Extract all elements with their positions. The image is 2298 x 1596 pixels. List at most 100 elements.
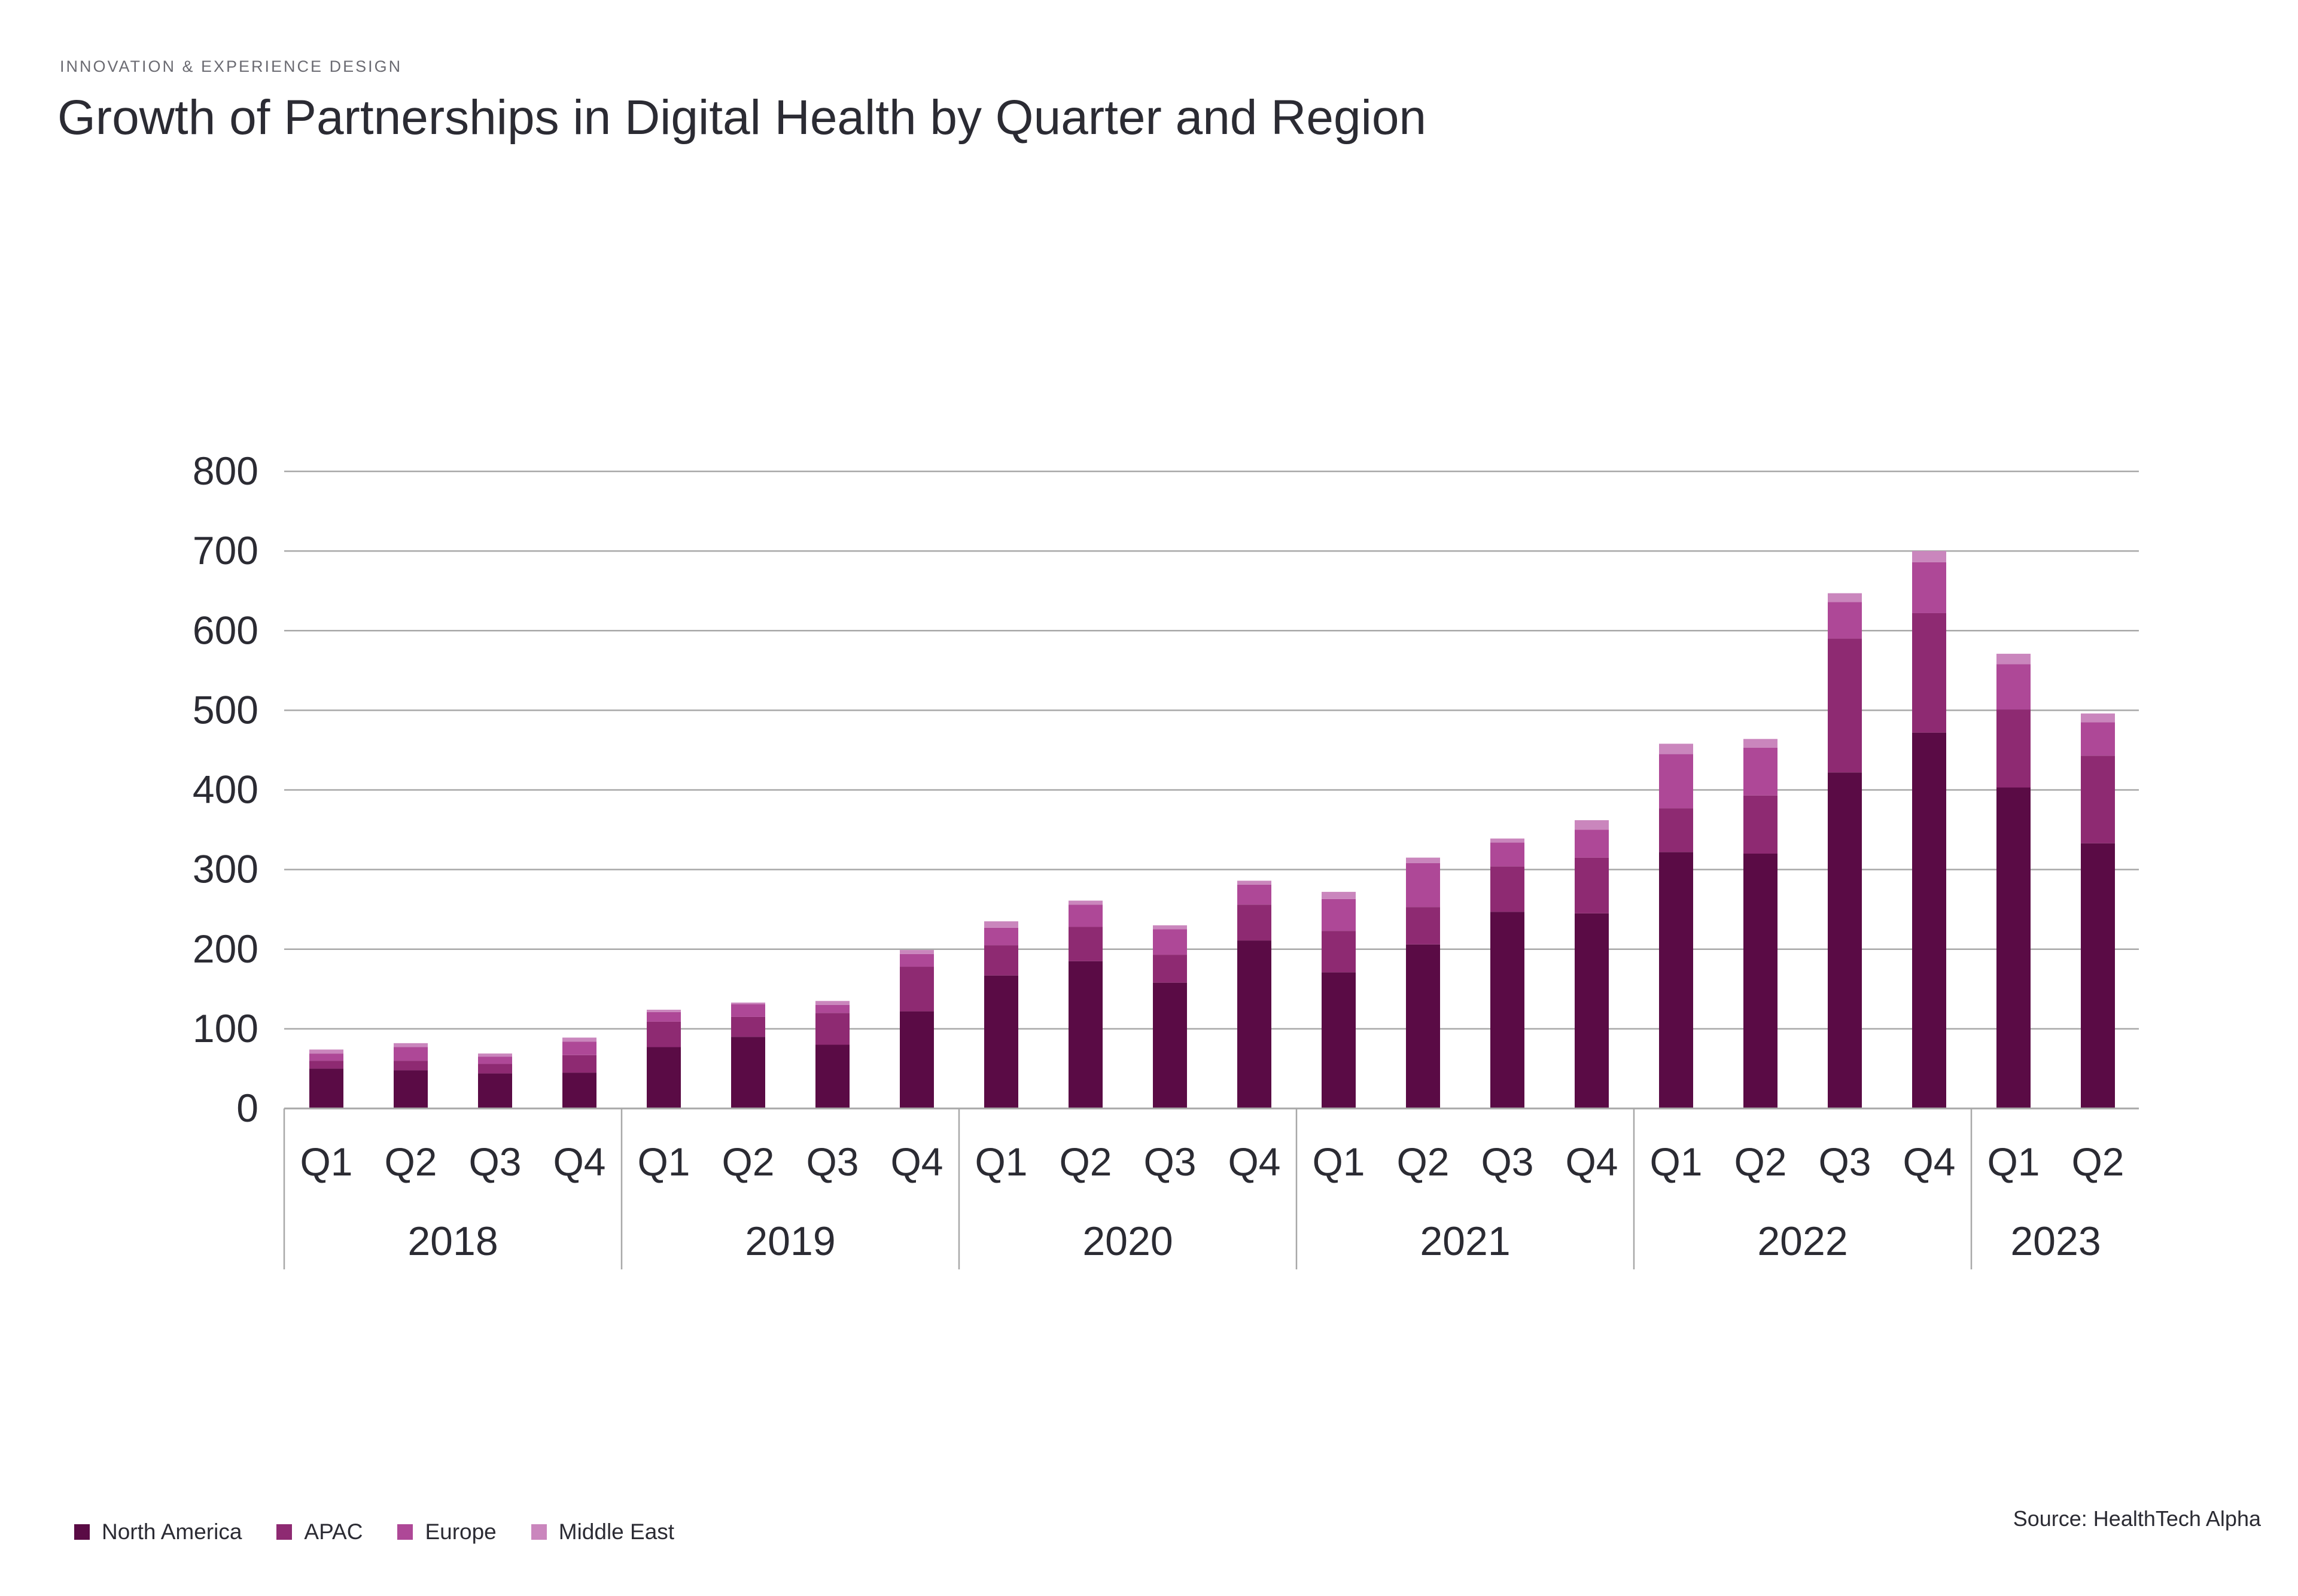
y-tick-label-100: 100 — [193, 1006, 258, 1050]
bar-segment-europe-17 — [1743, 747, 1777, 796]
x-tick-label-7: Q4 — [890, 1140, 943, 1184]
bar-segment-apac-10 — [1153, 955, 1187, 983]
legend-label-north-america: North America — [102, 1519, 242, 1544]
x-tick-label-19: Q4 — [1903, 1140, 1955, 1184]
bar-segment-north-america-3 — [562, 1073, 596, 1108]
bar-segment-middle-east-6 — [815, 1001, 850, 1005]
x-tick-label-13: Q2 — [1396, 1140, 1449, 1184]
legend-swatch-apac — [276, 1524, 293, 1540]
bar-segment-europe-6 — [815, 1004, 850, 1013]
bar-segment-apac-21 — [2081, 756, 2115, 843]
bar-segment-europe-7 — [900, 954, 934, 967]
bar-segment-middle-east-14 — [1490, 838, 1524, 843]
bar-segment-middle-east-4 — [647, 1009, 681, 1012]
bar-segment-apac-12 — [1322, 931, 1356, 973]
bar-segment-europe-2 — [478, 1056, 512, 1064]
year-label-2021: 2021 — [1420, 1219, 1510, 1264]
bar-segment-north-america-8 — [984, 975, 1018, 1108]
bar-segment-apac-17 — [1743, 795, 1777, 854]
bar-segment-apac-14 — [1490, 866, 1524, 912]
x-tick-label-9: Q2 — [1059, 1140, 1112, 1184]
year-label-2018: 2018 — [407, 1219, 498, 1264]
bar-segment-middle-east-19 — [1912, 551, 1946, 562]
year-label-2019: 2019 — [745, 1219, 835, 1264]
y-tick-label-600: 600 — [193, 608, 258, 652]
legend-item-north-america: North America — [74, 1519, 242, 1545]
bar-segment-north-america-12 — [1322, 972, 1356, 1108]
bar-segment-north-america-5 — [731, 1037, 765, 1108]
legend-swatch-middle-east — [531, 1524, 547, 1540]
bar-segment-europe-8 — [984, 927, 1018, 946]
bar-segment-middle-east-20 — [1996, 653, 2031, 665]
legend-label-middle-east: Middle East — [558, 1519, 675, 1544]
bar-segment-europe-18 — [1828, 602, 1862, 639]
bar-segment-north-america-4 — [647, 1047, 681, 1108]
x-tick-label-3: Q4 — [553, 1140, 605, 1184]
x-tick-label-20: Q1 — [1987, 1140, 2040, 1184]
bar-segment-apac-16 — [1659, 808, 1693, 852]
bar-segment-north-america-11 — [1237, 940, 1271, 1108]
year-label-2020: 2020 — [1082, 1219, 1173, 1264]
bar-segment-middle-east-18 — [1828, 593, 1862, 602]
bar-segment-north-america-2 — [478, 1073, 512, 1108]
bar-segment-europe-9 — [1069, 904, 1103, 927]
bar-segment-north-america-6 — [815, 1044, 850, 1108]
bar-segment-middle-east-5 — [731, 1002, 765, 1004]
bar-segment-north-america-19 — [1912, 732, 1946, 1108]
bar-segment-europe-0 — [309, 1053, 343, 1061]
bar-segment-middle-east-12 — [1322, 891, 1356, 899]
bar-segment-middle-east-9 — [1069, 900, 1103, 905]
bar-segment-north-america-16 — [1659, 852, 1693, 1108]
year-label-2023: 2023 — [2010, 1219, 2101, 1264]
bar-segment-europe-1 — [394, 1047, 428, 1061]
x-tick-label-21: Q2 — [2071, 1140, 2124, 1184]
y-tick-label-700: 700 — [193, 528, 258, 572]
bar-segment-middle-east-0 — [309, 1049, 343, 1054]
bar-segment-apac-11 — [1237, 904, 1271, 941]
year-label-2022: 2022 — [1757, 1219, 1847, 1264]
bar-segment-middle-east-2 — [478, 1053, 512, 1057]
legend-label-apac: APAC — [304, 1519, 363, 1544]
bar-segment-north-america-17 — [1743, 854, 1777, 1108]
bar-segment-europe-12 — [1322, 898, 1356, 931]
bar-segment-middle-east-1 — [394, 1043, 428, 1047]
bar-segment-europe-3 — [562, 1041, 596, 1055]
x-tick-label-18: Q3 — [1818, 1140, 1871, 1184]
bar-segment-middle-east-13 — [1406, 857, 1440, 863]
bar-segment-north-america-0 — [309, 1068, 343, 1108]
x-tick-label-10: Q3 — [1143, 1140, 1196, 1184]
bar-segment-apac-0 — [309, 1061, 343, 1069]
bar-segment-north-america-15 — [1575, 913, 1609, 1108]
bar-segment-north-america-18 — [1828, 772, 1862, 1108]
y-tick-label-800: 800 — [193, 449, 258, 493]
x-tick-label-1: Q2 — [384, 1140, 437, 1184]
bar-segment-middle-east-15 — [1575, 820, 1609, 830]
x-tick-label-5: Q2 — [722, 1140, 774, 1184]
bar-segment-north-america-13 — [1406, 944, 1440, 1108]
bar-segment-apac-2 — [478, 1064, 512, 1074]
bar-segment-apac-18 — [1828, 638, 1862, 773]
x-tick-label-12: Q1 — [1312, 1140, 1365, 1184]
bar-segment-north-america-14 — [1490, 912, 1524, 1108]
bar-segment-apac-20 — [1996, 709, 2031, 788]
bar-segment-middle-east-7 — [900, 950, 934, 954]
bar-segment-middle-east-10 — [1153, 925, 1187, 930]
bar-segment-europe-16 — [1659, 754, 1693, 809]
bar-segment-europe-5 — [731, 1004, 765, 1017]
bar-segment-europe-21 — [2081, 722, 2115, 756]
x-tick-label-15: Q4 — [1565, 1140, 1618, 1184]
bar-segment-apac-13 — [1406, 907, 1440, 945]
bar-segment-europe-20 — [1996, 664, 2031, 710]
bar-segment-apac-8 — [984, 945, 1018, 976]
bar-segment-apac-15 — [1575, 857, 1609, 913]
x-tick-label-6: Q3 — [806, 1140, 859, 1184]
bar-segment-middle-east-8 — [984, 921, 1018, 928]
bar-segment-apac-9 — [1069, 927, 1103, 961]
bar-segment-europe-14 — [1490, 842, 1524, 867]
bar-segment-apac-7 — [900, 967, 934, 1012]
bar-segment-middle-east-16 — [1659, 744, 1693, 754]
bar-segment-north-america-21 — [2081, 843, 2115, 1108]
x-tick-label-17: Q2 — [1734, 1140, 1786, 1184]
x-tick-label-4: Q1 — [637, 1140, 690, 1184]
